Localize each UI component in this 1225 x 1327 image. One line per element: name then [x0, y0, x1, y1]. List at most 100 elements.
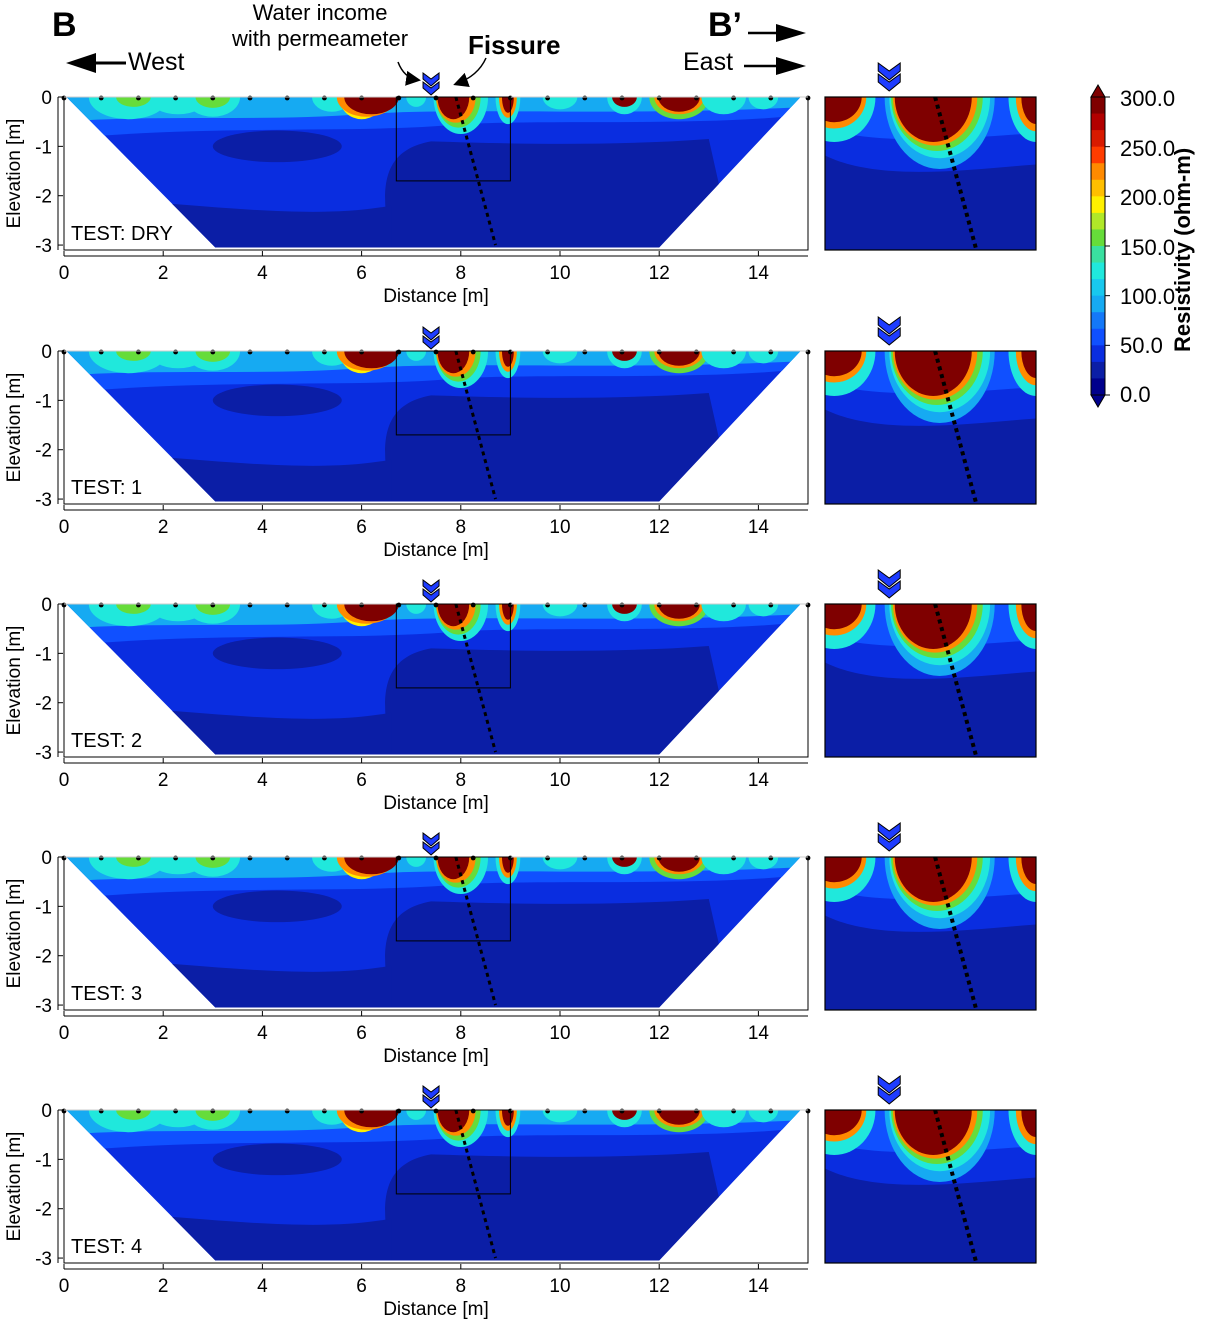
x-tick-label: 2	[158, 517, 169, 538]
fissure-line	[454, 603, 497, 753]
electrode-marker	[470, 602, 476, 608]
profile-panel: 0 2 4 6 8 10 12 14 0 -1 -2 -3 Distance [m] Elevation …	[4, 832, 811, 1067]
x-tick-label: 12	[649, 1023, 670, 1044]
zoom-panel	[824, 62, 1037, 251]
chevron-icon	[877, 327, 901, 346]
resistivity-anomaly	[88, 351, 169, 374]
colorbar-segment	[1091, 279, 1105, 297]
electrode-marker	[433, 349, 439, 355]
panel-label: TEST: 4	[71, 1236, 142, 1258]
electrode-marker	[136, 349, 141, 355]
electrode-marker	[768, 855, 774, 861]
colorbar-segment	[1091, 262, 1105, 280]
zoom-fissure-line	[933, 856, 979, 1011]
chevron-icon	[877, 822, 901, 841]
resistivity-anomaly	[607, 351, 642, 369]
x-tick-label: 12	[649, 263, 670, 284]
zoom-anomaly	[825, 604, 862, 630]
colorbar-tick-250: 250.0	[1120, 136, 1176, 161]
electrode-marker	[470, 349, 476, 355]
electrode-marker	[247, 1108, 253, 1114]
resistivity-anomaly	[406, 604, 427, 614]
zoom-frame	[824, 96, 1037, 251]
zoom-panel	[824, 569, 1037, 758]
electrode-marker	[582, 855, 588, 861]
y-tick-label: -1	[35, 137, 52, 158]
x-tick-label: 8	[456, 1023, 467, 1044]
x-tick-label: 10	[549, 1276, 570, 1297]
electrode-marker	[136, 1108, 141, 1114]
zoom-panel	[824, 822, 1037, 1011]
resistivity-anomaly	[185, 857, 241, 877]
east-arrow-head	[776, 57, 806, 75]
y-tick-label: -3	[35, 236, 52, 257]
permeameter-icon	[422, 326, 440, 350]
resistivity-anomaly	[542, 351, 578, 364]
electrode-marker	[359, 349, 364, 355]
x-tick-label: 0	[59, 517, 70, 538]
electrode-marker	[768, 602, 774, 608]
x-tick-label: 14	[748, 1276, 770, 1297]
electrode-marker	[359, 855, 364, 861]
x-tick-label: 14	[748, 1023, 770, 1044]
chevron-icon	[422, 1085, 440, 1100]
electrode-marker	[433, 602, 439, 608]
electrode-marker	[619, 349, 625, 355]
zoom-anomaly	[1021, 1110, 1036, 1137]
resistivity-anomaly	[607, 97, 642, 115]
y-tick-label: 0	[41, 88, 52, 109]
y-tick-label: -2	[35, 187, 52, 208]
zoom-frame	[824, 350, 1037, 505]
zoom-anomaly	[894, 1110, 972, 1155]
colorbar-segment	[1091, 179, 1105, 197]
zoom-fissure-line	[933, 1109, 979, 1264]
resistivity-anomaly	[701, 97, 746, 115]
y-tick-label: -1	[35, 644, 52, 665]
y-tick-label: -1	[35, 1150, 52, 1171]
electrode-marker	[136, 602, 141, 608]
electrode-marker	[619, 855, 625, 861]
resistivity-anomaly	[88, 1110, 169, 1133]
colorbar-segment	[1091, 130, 1105, 148]
electrode-marker	[61, 855, 67, 861]
water-income-label: Water income with permeameter	[232, 0, 408, 52]
electrode-marker	[284, 349, 290, 355]
resistivity-anomaly	[185, 604, 241, 624]
permeameter-icon	[422, 72, 440, 96]
colorbar-segment	[1091, 163, 1105, 181]
electrode-marker	[470, 1108, 476, 1114]
permeameter-icon	[422, 1085, 440, 1109]
panel-label: TEST: 1	[71, 477, 142, 499]
chevron-icon	[877, 1075, 901, 1094]
resistivity-anomaly	[116, 1110, 151, 1120]
electrode-marker	[433, 95, 439, 101]
y-tick-label: -2	[35, 1200, 52, 1221]
x-tick-label: 10	[549, 770, 570, 791]
water-income-line1: Water income	[252, 0, 388, 25]
electrode-marker	[582, 95, 588, 101]
electrode-marker	[136, 95, 141, 101]
electrode-marker	[61, 349, 67, 355]
resistivity-anomaly	[195, 604, 231, 615]
electrode-marker	[396, 1108, 402, 1114]
electrode-marker	[805, 1108, 811, 1114]
y-tick-label: -1	[35, 391, 52, 412]
electrode-marker	[582, 602, 588, 608]
chevron-icon	[877, 1086, 901, 1105]
electrode-marker	[322, 602, 327, 608]
electrode-marker	[545, 95, 550, 101]
colorbar	[1090, 84, 1110, 408]
x-tick-label: 10	[549, 1023, 570, 1044]
conductive-lens	[212, 130, 342, 163]
colorbar-bottom-cap	[1090, 394, 1106, 408]
electrode-marker	[731, 349, 736, 355]
electrode-marker	[656, 855, 662, 861]
zoom-permeameter-icon	[877, 316, 901, 346]
chevron-icon	[422, 81, 440, 96]
y-tick-label: 0	[41, 1101, 52, 1122]
conductive-lens	[212, 637, 342, 670]
electrode-marker	[173, 855, 179, 861]
conductive-lens	[212, 890, 342, 923]
fissure-line	[454, 350, 497, 500]
electrode-marker	[731, 95, 736, 101]
